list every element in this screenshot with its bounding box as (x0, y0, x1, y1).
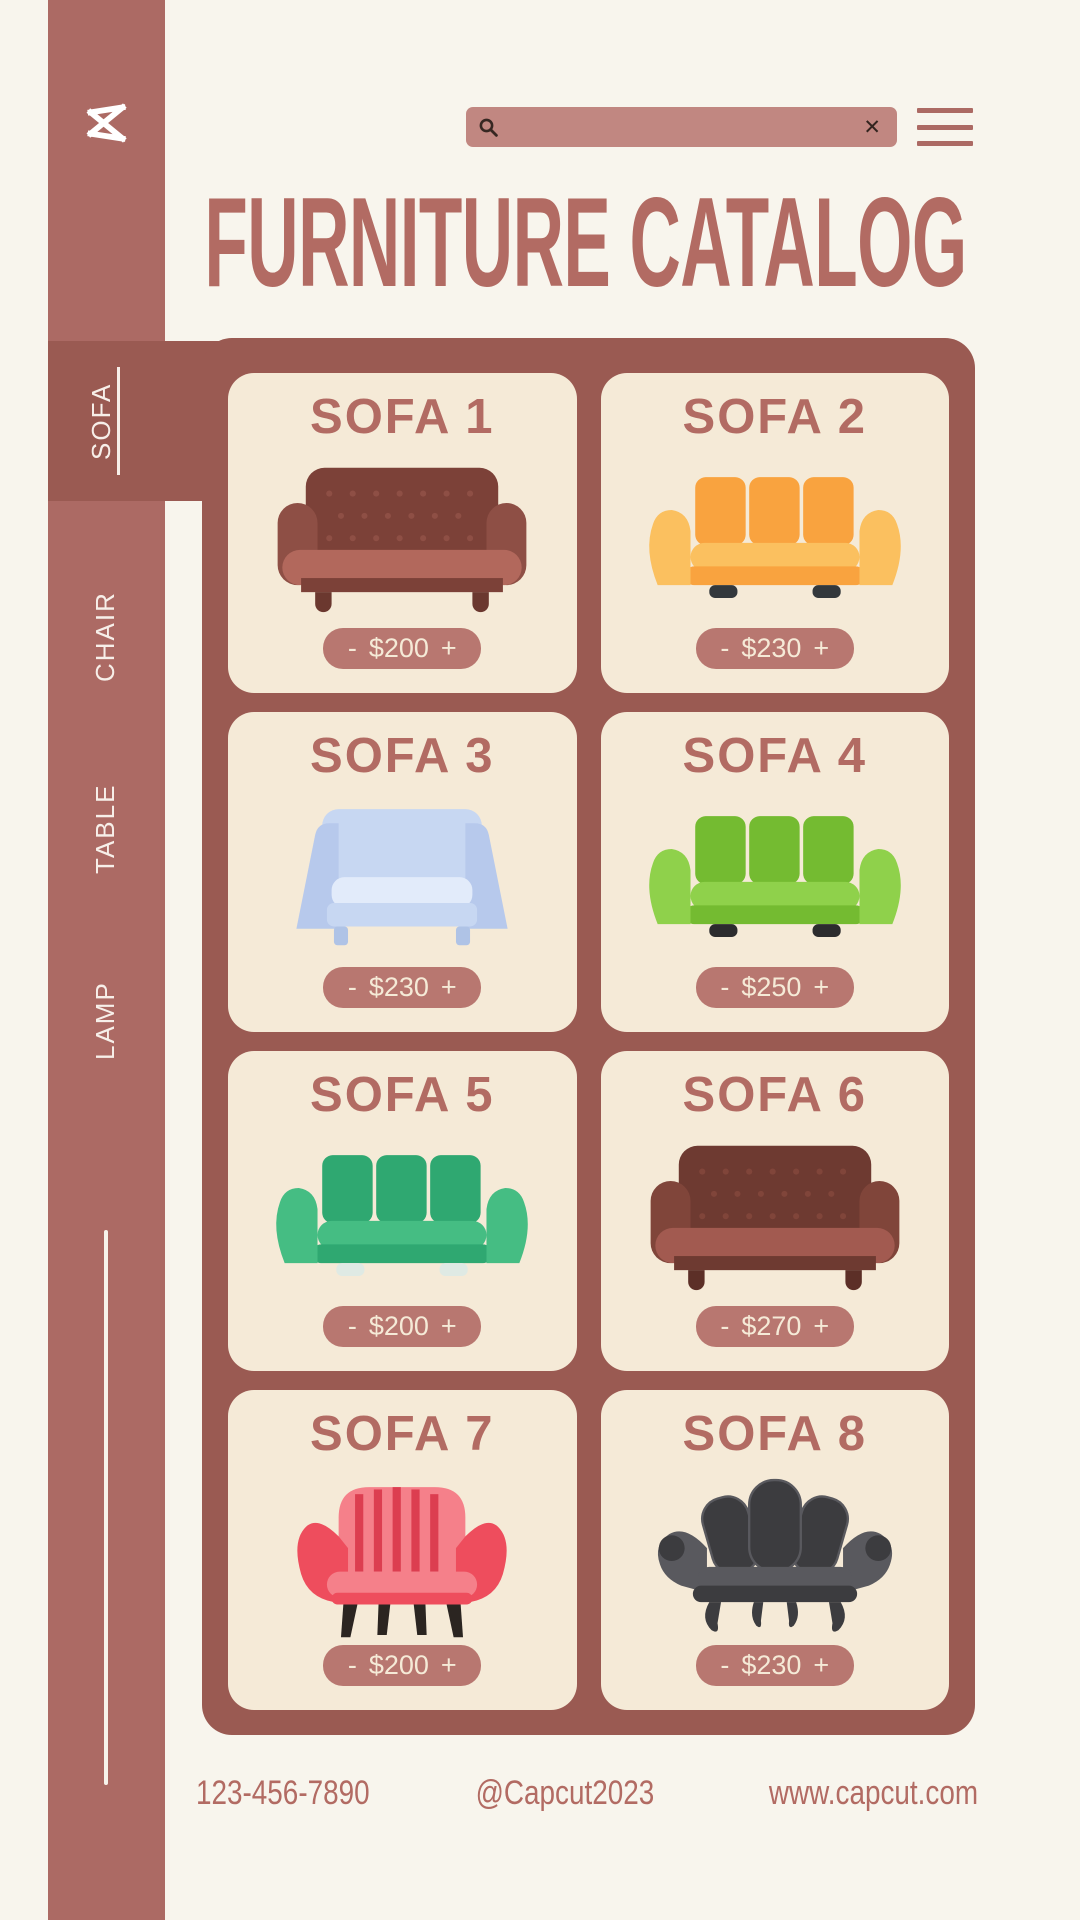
decrease-button[interactable]: - (347, 1311, 357, 1341)
decrease-button[interactable]: - (720, 633, 730, 663)
footer-website: www.capcut.com (768, 1773, 978, 1812)
price-stepper[interactable]: - $230 + (323, 967, 482, 1008)
product-card: SOFA 5 - $200 + (228, 1051, 577, 1371)
product-title: SOFA 8 (682, 1407, 867, 1461)
product-title: SOFA 5 (310, 1068, 495, 1122)
hamburger-menu-icon[interactable] (917, 108, 973, 146)
increase-button[interactable]: + (813, 972, 830, 1002)
sofa-illustration (255, 788, 549, 964)
price-stepper[interactable]: - $200 + (323, 1306, 482, 1347)
sidebar-tab-sofa[interactable]: SOFA (48, 341, 232, 501)
sidebar-decorative-line (104, 1230, 108, 1785)
decrease-button[interactable]: - (347, 1650, 357, 1680)
product-card: SOFA 6 - (600, 1051, 949, 1371)
sofa-illustration (628, 1466, 922, 1642)
price-value: $250 (741, 972, 802, 1002)
footer-handle: @Capcut2023 (475, 1773, 655, 1812)
decrease-button[interactable]: - (720, 1311, 730, 1341)
sidebar-tab-sofa-label[interactable]: SOFA (86, 382, 116, 460)
price-stepper[interactable]: - $200 + (323, 1645, 482, 1686)
price-value: $230 (741, 633, 802, 663)
increase-button[interactable]: + (440, 972, 457, 1002)
sofa-illustration (255, 449, 549, 625)
product-card: SOFA 7 (228, 1390, 577, 1710)
price-value: $200 (368, 1311, 429, 1341)
price-value: $230 (368, 972, 429, 1002)
price-stepper[interactable]: - $230 + (695, 1645, 854, 1686)
active-tab-underline (117, 367, 120, 475)
sofa-illustration (628, 449, 922, 625)
product-card: SOFA 2 - $230 + (600, 373, 949, 693)
sofa-illustration (255, 1466, 549, 1642)
decrease-button[interactable]: - (347, 633, 357, 663)
increase-button[interactable]: + (813, 1311, 830, 1341)
price-value: $230 (741, 1650, 802, 1680)
price-value: $200 (368, 1650, 429, 1680)
sofa-illustration (628, 788, 922, 964)
hamburger-bar (917, 108, 973, 113)
sidebar-tab-table[interactable]: TABLE (90, 783, 120, 875)
product-title: SOFA 6 (682, 1068, 867, 1122)
footer: 123-456-7890 @Capcut2023 www.capcut.com (196, 1768, 978, 1818)
product-card: SOFA 4 - $250 + (600, 712, 949, 1032)
product-title: SOFA 2 (682, 390, 867, 444)
capcut-logo-glyph (86, 103, 127, 143)
page-title: FURNITURE CATALOG (204, 171, 968, 313)
sofa-illustration (628, 1127, 922, 1303)
increase-button[interactable]: + (813, 633, 830, 663)
increase-button[interactable]: + (440, 1311, 457, 1341)
sidebar-tab-lamp[interactable]: LAMP (90, 981, 120, 1061)
hamburger-bar (917, 141, 973, 146)
sidebar-tab-chair[interactable]: CHAIR (90, 591, 120, 683)
product-title: SOFA 3 (310, 729, 495, 783)
capcut-logo-icon[interactable] (78, 96, 136, 150)
product-card: SOFA 1 - (228, 373, 577, 693)
increase-button[interactable]: + (813, 1650, 830, 1680)
search-bar: ✕ (466, 107, 897, 147)
decrease-button[interactable]: - (720, 972, 730, 1002)
product-card: SOFA 3 - $230 + (228, 712, 577, 1032)
product-title: SOFA 4 (682, 729, 867, 783)
sofa-illustration (255, 1127, 549, 1303)
hamburger-bar (917, 124, 973, 130)
decrease-button[interactable]: - (347, 972, 357, 1002)
increase-button[interactable]: + (440, 1650, 457, 1680)
footer-phone: 123-456-7890 (196, 1773, 370, 1812)
page-title-wrap: FURNITURE CATALOG (196, 171, 976, 313)
price-value: $270 (741, 1311, 802, 1341)
decrease-button[interactable]: - (720, 1650, 730, 1680)
search-icon (479, 118, 498, 137)
product-title: SOFA 1 (310, 390, 495, 444)
price-stepper[interactable]: - $230 + (695, 628, 854, 669)
catalog-panel: SOFA 1 - (202, 338, 975, 1735)
product-card: SOFA 8 - (600, 1390, 949, 1710)
price-stepper[interactable]: - $200 + (323, 628, 482, 669)
search-clear-icon[interactable]: ✕ (859, 115, 885, 140)
price-value: $200 (368, 633, 429, 663)
increase-button[interactable]: + (440, 633, 457, 663)
price-stepper[interactable]: - $250 + (695, 967, 854, 1008)
price-stepper[interactable]: - $270 + (695, 1306, 854, 1347)
search-input[interactable] (507, 113, 852, 141)
product-title: SOFA 7 (310, 1407, 495, 1461)
